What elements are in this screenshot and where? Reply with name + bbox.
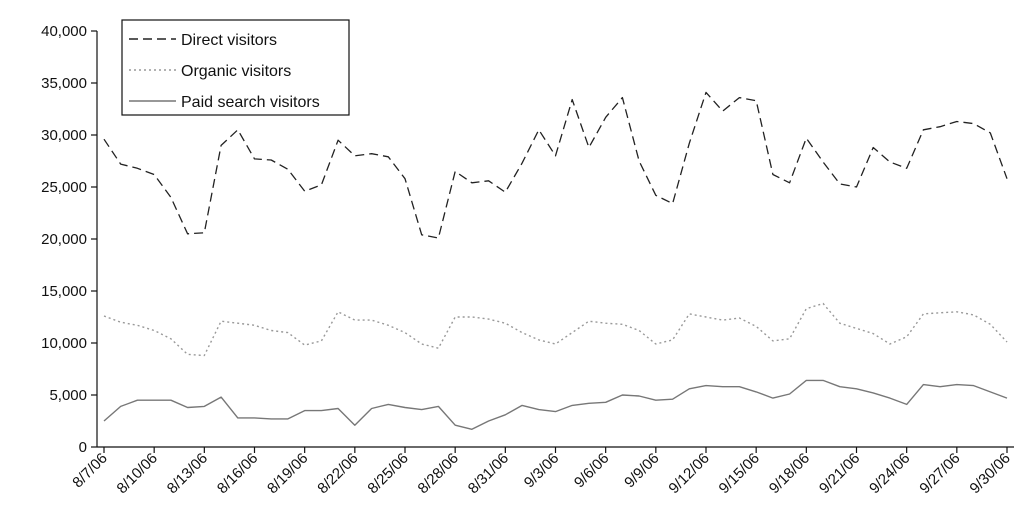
x-tick-label: 9/9/06 (621, 450, 663, 492)
y-tick-label: 30,000 (41, 127, 87, 144)
legend-box (121, 19, 350, 116)
x-tick-label: 8/25/06 (364, 450, 411, 497)
x-tick-label: 9/24/06 (866, 450, 913, 497)
x-tick-label: 9/3/06 (521, 450, 563, 492)
legend: Direct visitors Organic visitors Paid sear… (121, 19, 350, 116)
y-tick-label: 25,000 (41, 179, 87, 196)
series-line-paid-search-visitors (103, 379, 1008, 430)
y-tick-label: 35,000 (41, 75, 87, 92)
series-layer (103, 91, 1008, 430)
x-tick-label: 8/7/06 (69, 450, 111, 492)
y-tick-label: 10,000 (41, 335, 87, 352)
x-tick-label: 9/18/06 (766, 450, 813, 497)
x-tick-label: 9/21/06 (816, 450, 863, 497)
x-tick-label: 8/10/06 (114, 450, 161, 497)
x-tick-label: 8/28/06 (415, 450, 462, 497)
y-axis: 0 5,000 10,000 15,000 20,000 25,000 30,000 35,0… (41, 23, 97, 456)
x-tick-label: 9/27/06 (916, 450, 963, 497)
x-tick-label: 8/19/06 (264, 450, 311, 497)
y-tick-label: 40,000 (41, 23, 87, 40)
legend-label: Paid search visitors (181, 94, 320, 111)
y-tick-label: 15,000 (41, 283, 87, 300)
series-line-direct-visitors (103, 91, 1008, 239)
legend-label: Direct visitors (181, 32, 277, 49)
x-tick-label: 8/16/06 (214, 450, 261, 497)
y-tick-label: 20,000 (41, 231, 87, 248)
x-tick-label: 9/12/06 (665, 450, 712, 497)
y-tick-label: 5,000 (49, 387, 87, 404)
x-tick-label: 9/6/06 (571, 450, 613, 492)
x-tick-label: 9/30/06 (966, 450, 1013, 497)
legend-items: Direct visitors Organic visitors Paid sear… (129, 32, 320, 111)
x-tick-label: 8/31/06 (465, 450, 512, 497)
x-tick-label: 9/15/06 (716, 450, 763, 497)
x-tick-label: 8/13/06 (164, 450, 211, 497)
y-tick-label: 0 (79, 439, 87, 456)
series-line-organic-visitors (103, 302, 1008, 357)
legend-label: Organic visitors (181, 63, 291, 80)
x-tick-label: 8/22/06 (314, 450, 361, 497)
x-axis: 8/7/06 8/10/06 8/13/06 8/16/06 8/19/06 8/22/0… (69, 447, 1014, 497)
